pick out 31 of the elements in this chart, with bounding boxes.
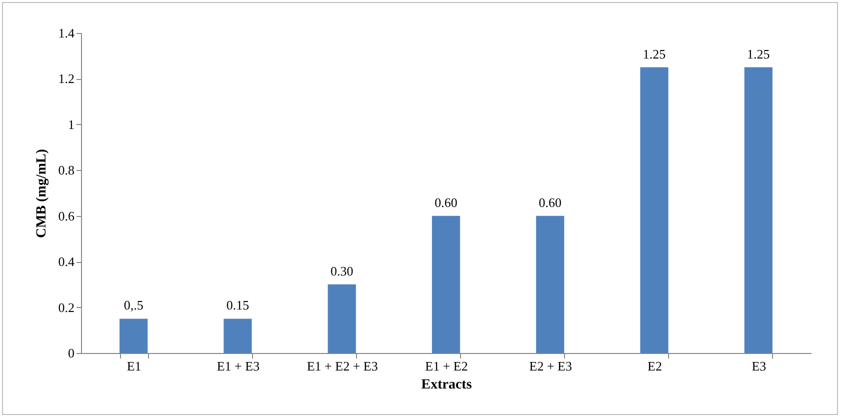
bar [328, 284, 356, 353]
bar [536, 216, 564, 353]
bar [744, 67, 772, 353]
x-tick-label: E2 + E3 [529, 358, 572, 374]
data-label: 0.30 [330, 263, 354, 278]
y-tick-label: 0.4 [58, 254, 75, 270]
y-axis-title: CMB (mg/mL) [34, 148, 50, 238]
data-label: 0,.5 [124, 298, 144, 313]
x-tick-label: E1 + E3 [216, 358, 260, 374]
y-tick-label: 0 [68, 346, 74, 360]
y-tick-label: 1.2 [58, 71, 74, 86]
bar [120, 318, 148, 353]
data-label: 1.25 [747, 46, 770, 62]
x-tick-label: E1 + E2 + E3 [306, 358, 378, 374]
x-axis-title: Extracts [421, 378, 472, 392]
y-tick-label: 1 [68, 116, 74, 132]
y-tick-label: 0.2 [58, 300, 74, 315]
bar [432, 216, 460, 353]
y-tick-label: 0.6 [58, 208, 75, 224]
x-tick-label: E2 [648, 358, 662, 374]
y-tick-label: 1.4 [58, 26, 75, 40]
x-tick-label: E1 [126, 358, 142, 374]
y-tick-label: 0.8 [58, 162, 74, 178]
data-label: 0.60 [434, 194, 458, 210]
data-label: 0.60 [538, 194, 562, 210]
x-tick-label: E1 + E2 [425, 358, 468, 374]
bar [224, 318, 252, 353]
data-label: 1.25 [642, 46, 666, 62]
x-tick-label: E3 [752, 358, 766, 374]
data-label: 0.15 [226, 298, 250, 313]
bar [640, 67, 668, 353]
